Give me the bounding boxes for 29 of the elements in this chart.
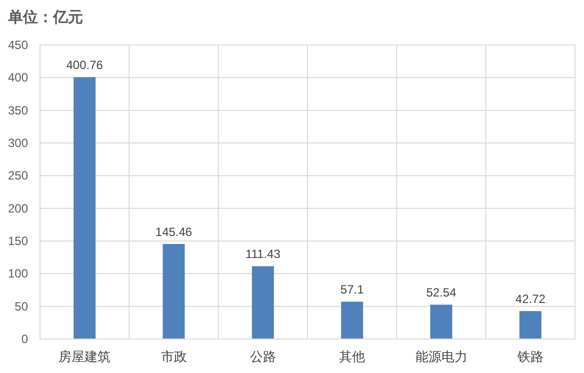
y-tick-label: 150 <box>8 234 28 248</box>
bar <box>74 77 96 339</box>
data-label: 42.72 <box>515 292 546 306</box>
bar <box>519 311 542 339</box>
bar <box>430 304 452 339</box>
y-tick-label: 400 <box>8 70 28 85</box>
y-tick-label: 450 <box>8 38 28 52</box>
y-tick-label: 250 <box>8 168 28 183</box>
data-label: 145.46 <box>155 224 192 239</box>
x-tick-label: 房屋建筑 <box>58 349 111 364</box>
data-label: 111.43 <box>245 247 281 262</box>
x-tick-label: 其他 <box>339 349 366 364</box>
data-label: 57.1 <box>340 282 364 297</box>
x-tick-label: 铁路 <box>516 349 544 364</box>
y-tick-label: 50 <box>14 299 28 314</box>
bar <box>162 244 185 339</box>
y-tick-label: 0 <box>21 332 28 346</box>
x-tick-label: 市政 <box>160 349 187 364</box>
y-tick-label: 100 <box>8 266 28 281</box>
y-tick-label: 200 <box>8 201 28 216</box>
bar <box>341 302 364 339</box>
data-label: 400.76 <box>66 58 104 72</box>
bar <box>252 266 274 339</box>
x-tick-label: 能源电力 <box>415 349 468 364</box>
data-label: 52.54 <box>426 286 457 300</box>
y-tick-label: 350 <box>8 103 28 118</box>
x-tick-label: 公路 <box>250 349 276 364</box>
y-tick-label: 300 <box>8 136 28 150</box>
y-axis-title: 单位：亿元 <box>7 9 83 26</box>
